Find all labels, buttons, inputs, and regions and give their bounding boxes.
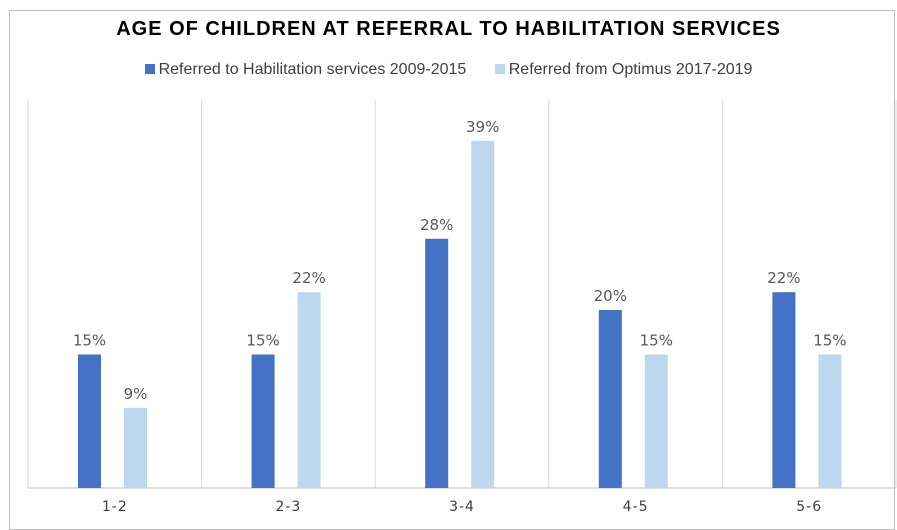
legend-label-series-1: Referred to Habilitation services 2009-2… bbox=[158, 61, 467, 78]
data-label-4-5-series-1: 20% bbox=[594, 287, 627, 305]
bar-5-6-series-1 bbox=[772, 292, 796, 488]
data-label-2-3-series-1: 15% bbox=[246, 332, 279, 350]
plot-area: 15% 9% 1-2 15% 22% 2-3 28% 39% 3-4 20% 15% 4-5 22% 15… bbox=[27, 100, 897, 515]
bar-4-5-series-1 bbox=[598, 310, 622, 488]
legend-swatch-series-2 bbox=[494, 64, 505, 74]
x-tick-label-1-2: 1-2 bbox=[102, 499, 128, 515]
legend-item-series-1: Referred to Habilitation services 2009-2… bbox=[144, 61, 467, 79]
data-label-3-4-series-2: 39% bbox=[466, 118, 499, 136]
bar-4-5-series-2 bbox=[644, 354, 668, 488]
chart-frame bbox=[9, 10, 895, 530]
bar-2-3-series-1 bbox=[251, 354, 275, 488]
legend: Referred to Habilitation services 2009-2… bbox=[0, 61, 897, 79]
bar-1-2-series-1 bbox=[78, 354, 101, 488]
data-label-5-6-series-1: 22% bbox=[767, 269, 800, 287]
bar-1-2-series-2 bbox=[124, 407, 147, 488]
x-tick-label-5-6: 5-6 bbox=[796, 499, 822, 515]
bar-3-4-series-1 bbox=[425, 238, 449, 488]
x-tick-label-3-4: 3-4 bbox=[449, 499, 475, 515]
data-label-5-6-series-2: 15% bbox=[813, 332, 846, 350]
legend-label-series-2: Referred from Optimus 2017-2019 bbox=[508, 61, 753, 78]
bar-2-3-series-2 bbox=[297, 292, 321, 488]
x-tick-label-4-5: 4-5 bbox=[623, 499, 649, 515]
chart-title: AGE OF CHILDREN AT REFERRAL TO HABILITAT… bbox=[116, 18, 781, 40]
data-label-1-2-series-2: 9% bbox=[124, 385, 148, 403]
data-label-3-4-series-1: 28% bbox=[420, 216, 453, 234]
data-label-2-3-series-2: 22% bbox=[292, 269, 325, 287]
bar-3-4-series-2 bbox=[471, 140, 495, 488]
x-tick-label-2-3: 2-3 bbox=[275, 499, 301, 515]
bar-5-6-series-2 bbox=[818, 354, 842, 488]
legend-swatch-series-1 bbox=[144, 64, 155, 74]
data-label-1-2-series-1: 15% bbox=[73, 332, 106, 350]
data-label-4-5-series-2: 15% bbox=[640, 332, 673, 350]
legend-item-series-2: Referred from Optimus 2017-2019 bbox=[494, 61, 753, 79]
